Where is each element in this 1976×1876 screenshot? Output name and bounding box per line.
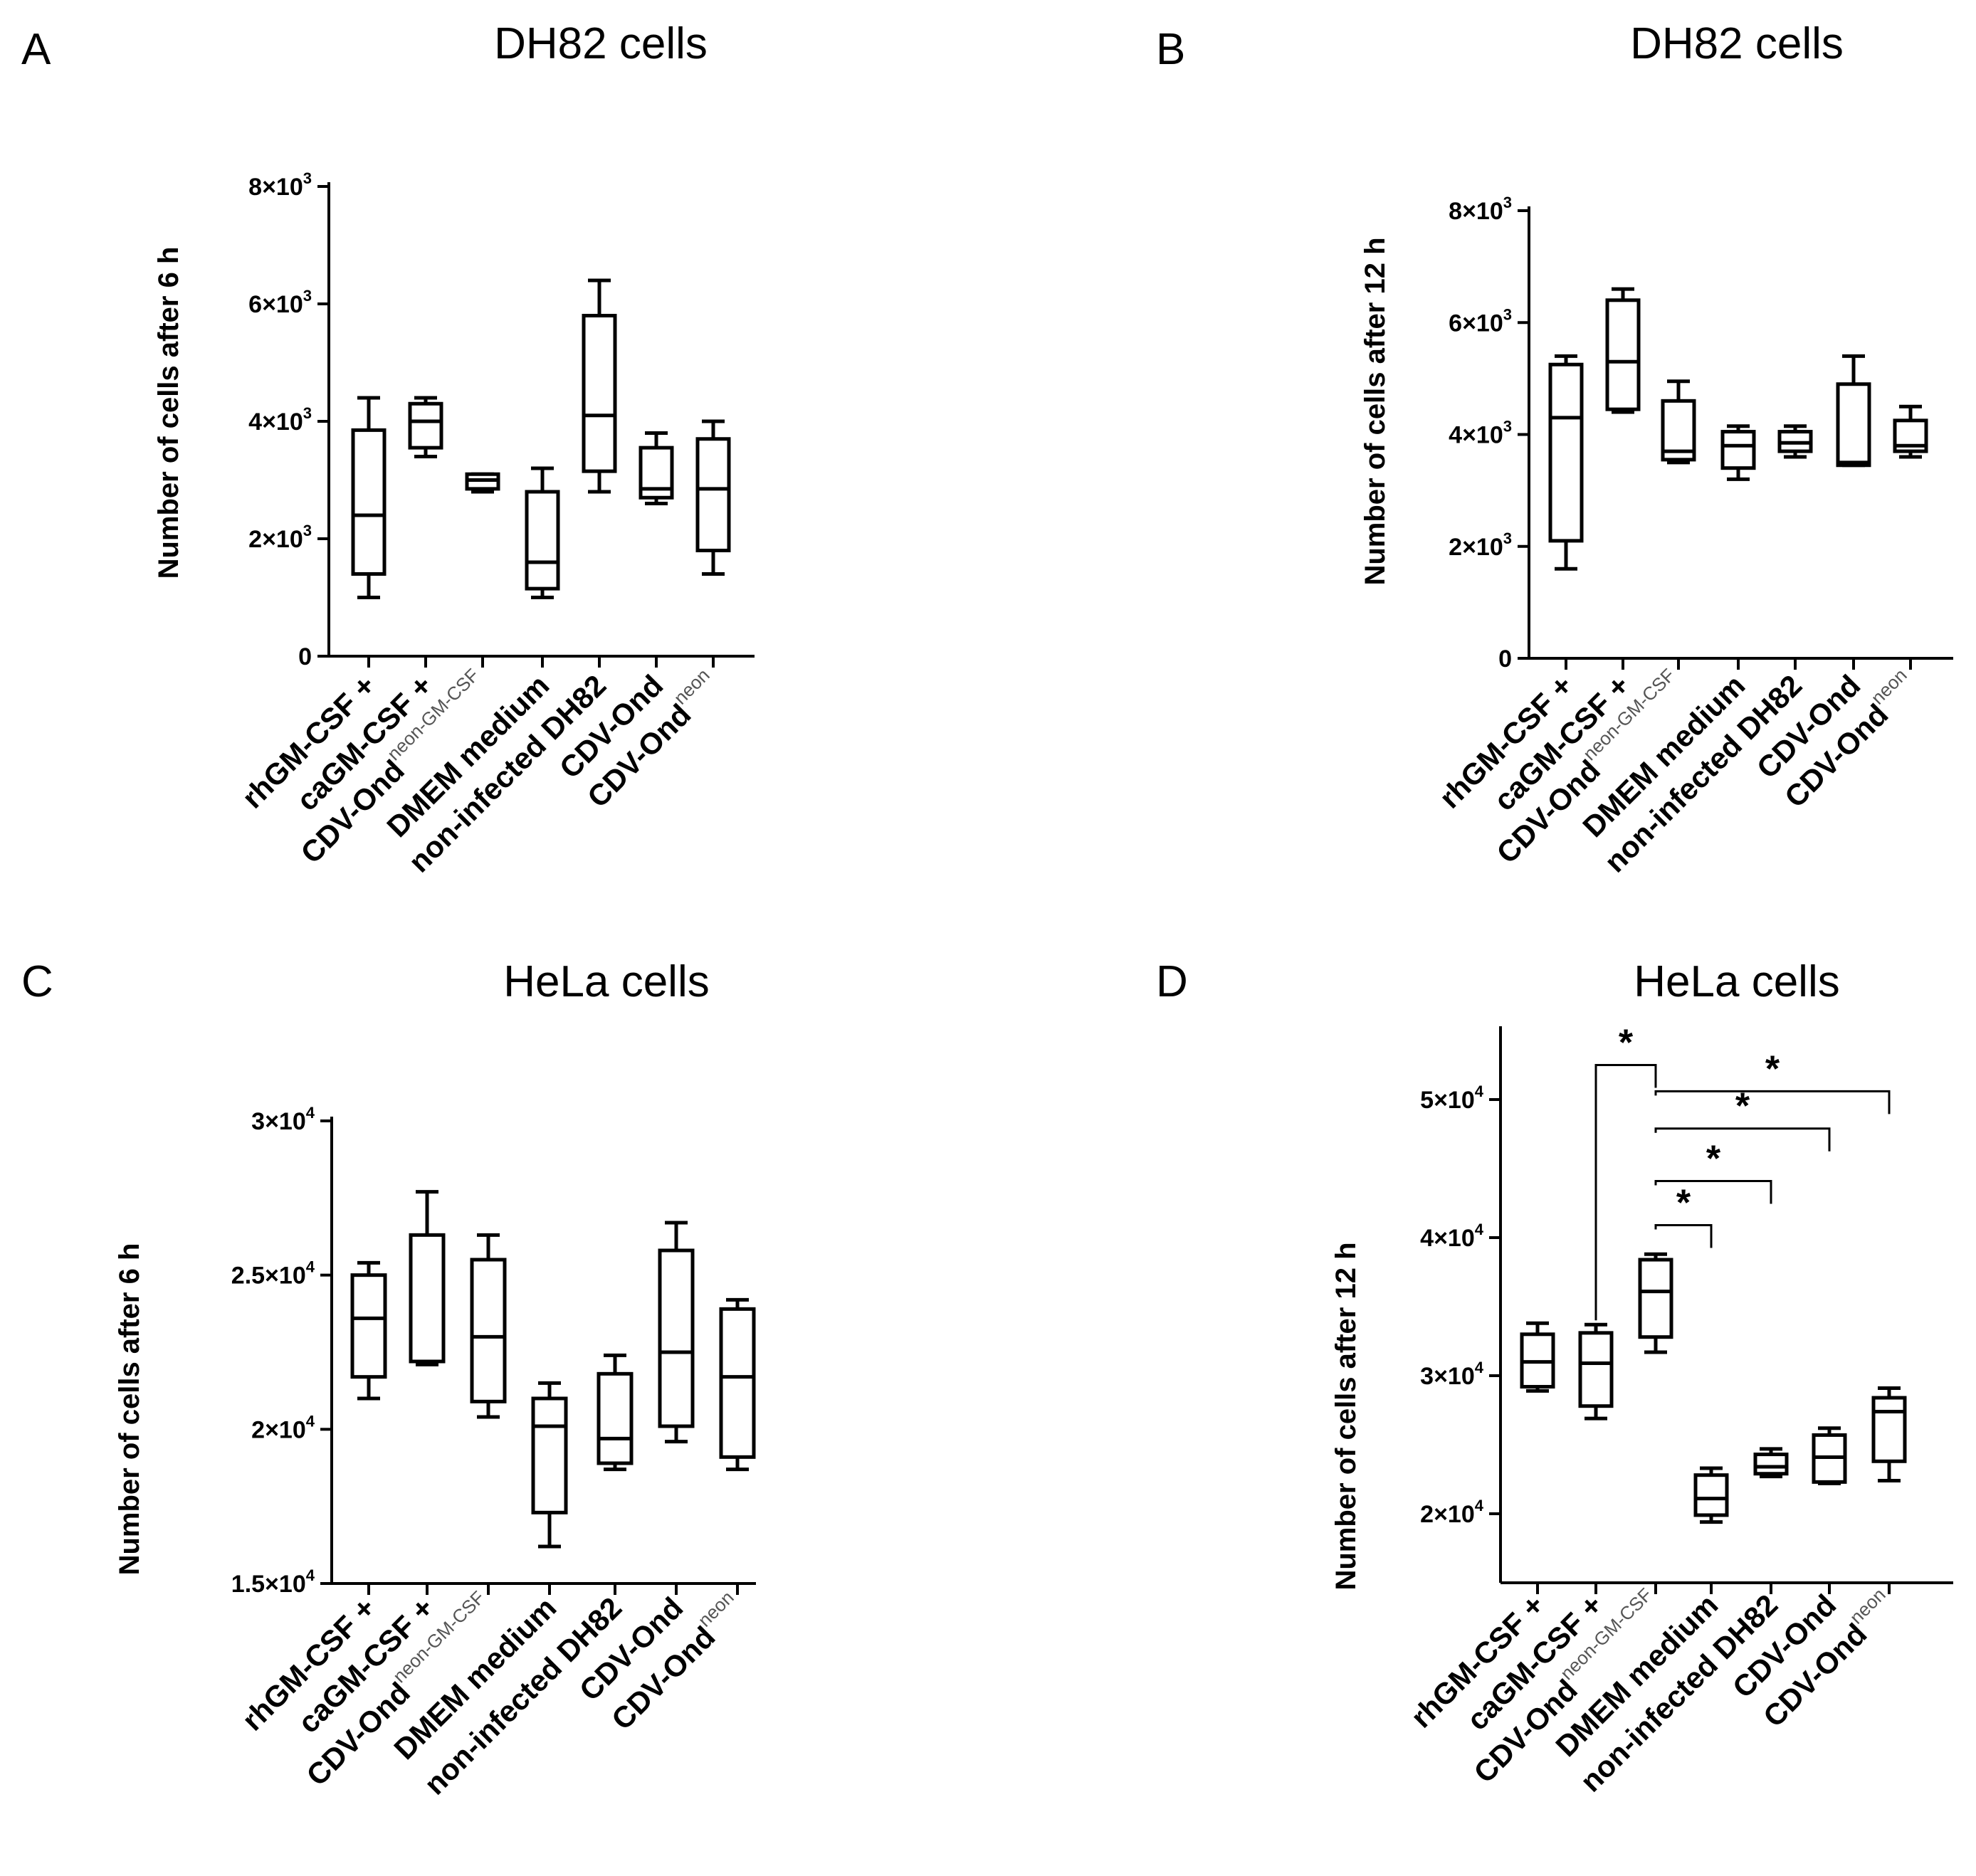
y-tick-label: 4×103 (1449, 418, 1512, 449)
box-iqr (351, 428, 387, 576)
y-axis-title: Number of cells after 6 h (153, 247, 184, 579)
y-tick-label: 4×104 (1420, 1221, 1484, 1252)
y-tick-label: 2.5×104 (231, 1258, 315, 1290)
y-tick-label: 2×104 (251, 1412, 315, 1443)
box-plot (1753, 1447, 1789, 1479)
box-plot (582, 278, 617, 494)
box-iqr (695, 437, 731, 552)
box-iqr (350, 1273, 387, 1379)
panel-letter: A (21, 25, 51, 74)
significance-bracket: * (1654, 1048, 1891, 1114)
box-iqr (719, 1307, 756, 1459)
y-tick-label: 1.5×104 (231, 1566, 315, 1598)
box-plot (408, 396, 443, 458)
y-axis-title: Number of cells after 12 h (1360, 237, 1391, 585)
panel-letter: C (21, 957, 53, 1006)
box-iqr (1578, 1331, 1614, 1408)
significance-bracket: * (1594, 1023, 1657, 1321)
bracket-line (1654, 1179, 1772, 1204)
box-plot (470, 1233, 507, 1419)
box-plot (1520, 1321, 1555, 1393)
significance-star: * (1619, 1023, 1634, 1064)
box-plot (1812, 1426, 1847, 1485)
box-plot (1871, 1386, 1907, 1482)
box-plot (1661, 379, 1696, 465)
panel-title: DH82 cells (1630, 19, 1844, 68)
box-plot (1893, 404, 1928, 459)
box-iqr (525, 490, 560, 591)
box-plot (350, 1260, 387, 1401)
box-iqr (1871, 1396, 1907, 1463)
y-tick-label: 5×104 (1420, 1082, 1484, 1114)
bracket-line (1654, 1127, 1831, 1152)
box-plot (1548, 354, 1584, 571)
box-plot (658, 1221, 695, 1444)
box-iqr (1720, 430, 1756, 470)
box-plot (1605, 287, 1641, 414)
y-tick-label: 4×103 (248, 404, 312, 436)
panel-d: D HeLa cells Number of cells after 12 h 2×1… (1156, 957, 1953, 1798)
panel-title: HeLa cells (1634, 957, 1839, 1006)
y-axis-title: Number of cells after 6 h (114, 1243, 145, 1576)
panel-c: C HeLa cells Number of cells after 6 h 1.5×… (21, 957, 756, 1801)
box-plot (695, 419, 731, 576)
y-tick-label: 2×103 (248, 522, 312, 553)
y-tick-label: 8×103 (248, 169, 312, 201)
box-iqr (658, 1248, 695, 1428)
panel-letter: D (1156, 957, 1188, 1006)
panel-a: A DH82 cells Number of cells after 6 h 0 2×1… (21, 19, 755, 879)
y-tick-label: 0 (298, 643, 312, 670)
y-tick-label: 8×103 (1449, 194, 1512, 225)
significance-star: * (1706, 1138, 1721, 1179)
significance-bracket: * (1654, 1183, 1713, 1248)
box-iqr (1605, 298, 1641, 411)
y-tick-label: 3×104 (251, 1104, 315, 1135)
box-plot (1836, 354, 1871, 468)
box-plot (1720, 424, 1756, 481)
panel-letter: B (1156, 25, 1185, 74)
panel-title: HeLa cells (503, 957, 709, 1006)
y-tick-label: 6×103 (1449, 305, 1512, 337)
y-tick-label: 6×103 (248, 287, 312, 318)
box-iqr (1548, 362, 1584, 543)
box-plot (597, 1353, 634, 1472)
box-iqr (1693, 1473, 1729, 1517)
box-iqr (408, 401, 443, 450)
box-plot (638, 431, 674, 505)
y-axis-title: Number of cells after 12 h (1330, 1242, 1362, 1590)
box-iqr (1753, 1453, 1789, 1476)
box-iqr (582, 314, 617, 473)
y-tick-label: 0 (1498, 645, 1512, 673)
box-iqr (1638, 1258, 1673, 1339)
box-plot (409, 1190, 446, 1366)
box-plot (719, 1297, 756, 1472)
panel-b: B DH82 cells Number of cells after 12 h 0 2×… (1156, 19, 1953, 879)
box-plot (351, 396, 387, 599)
box-iqr (409, 1233, 446, 1364)
significance-star: * (1735, 1086, 1750, 1127)
significance-bracket: * (1654, 1138, 1772, 1204)
bracket-line (1654, 1224, 1713, 1248)
significance-star: * (1676, 1183, 1691, 1224)
significance-bracket: * (1654, 1086, 1831, 1152)
y-tick-label: 3×104 (1420, 1359, 1484, 1390)
box-plot (1638, 1252, 1673, 1354)
y-tick-label: 2×104 (1420, 1497, 1484, 1528)
bracket-line (1594, 1064, 1657, 1321)
box-plot (531, 1381, 568, 1549)
box-plot (1578, 1322, 1614, 1421)
box-plot (1693, 1466, 1729, 1524)
box-plot (465, 472, 500, 494)
box-iqr (597, 1371, 634, 1465)
box-iqr (470, 1258, 507, 1403)
box-plot (525, 466, 560, 599)
bracket-line (1654, 1090, 1891, 1114)
significance-star: * (1765, 1048, 1780, 1090)
box-iqr (531, 1396, 568, 1514)
y-tick-label: 2×103 (1449, 529, 1512, 561)
panel-title: DH82 cells (494, 19, 708, 68)
box-iqr (1836, 382, 1871, 468)
box-plot (1777, 424, 1813, 459)
